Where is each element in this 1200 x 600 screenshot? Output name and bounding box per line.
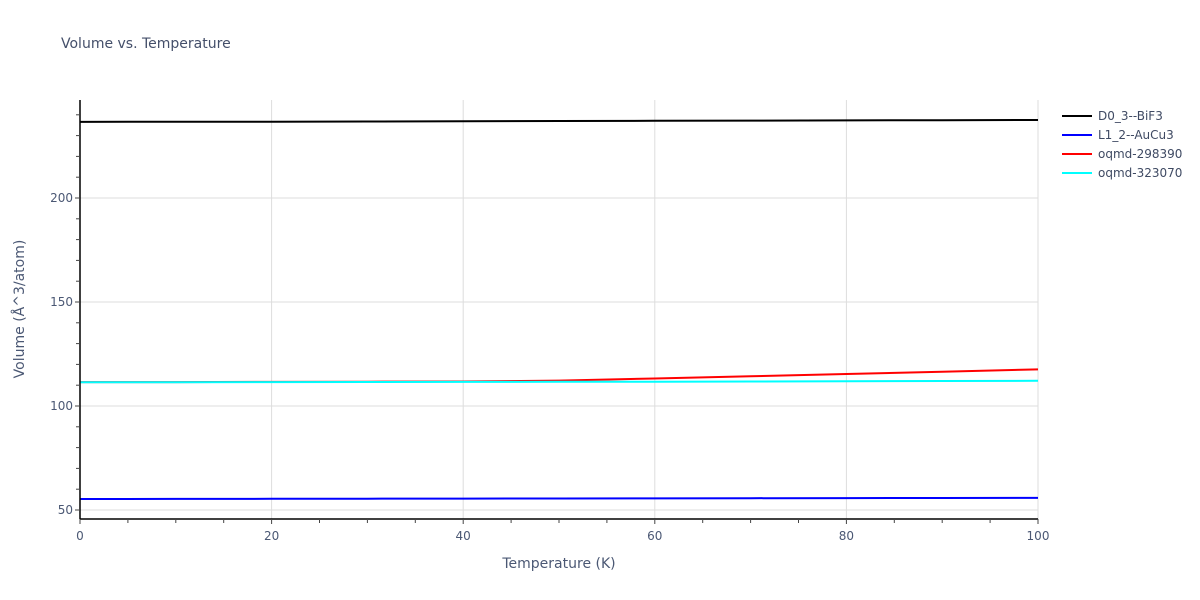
y-axis-title: Volume (Å^3/atom) bbox=[11, 240, 28, 379]
svg-text:80: 80 bbox=[839, 529, 854, 543]
svg-text:60: 60 bbox=[647, 529, 662, 543]
svg-text:100: 100 bbox=[50, 399, 73, 413]
svg-text:150: 150 bbox=[50, 295, 73, 309]
legend-line-icon bbox=[1062, 152, 1092, 155]
legend[interactable]: D0_3--BiF3 L1_2--AuCu3 oqmd-298390 oqmd-323… bbox=[1062, 106, 1182, 182]
legend-item[interactable]: L1_2--AuCu3 bbox=[1062, 125, 1182, 144]
legend-line-icon bbox=[1062, 171, 1092, 174]
chart-title: Volume vs. Temperature bbox=[61, 36, 231, 52]
legend-label: D0_3--BiF3 bbox=[1098, 108, 1163, 123]
legend-label: oqmd-323070 bbox=[1098, 165, 1183, 180]
legend-line-icon bbox=[1062, 133, 1092, 136]
svg-text:100: 100 bbox=[1027, 529, 1050, 543]
gridlines bbox=[80, 100, 1039, 519]
series-line-0 bbox=[79, 119, 1039, 123]
legend-line-icon bbox=[1062, 114, 1092, 117]
legend-item[interactable]: oqmd-298390 bbox=[1062, 144, 1182, 163]
svg-text:200: 200 bbox=[50, 191, 73, 205]
axes: 50 100 150 200 0 20 40 60 80 100 bbox=[50, 100, 1049, 543]
x-axis-title: Temperature (K) bbox=[501, 556, 615, 572]
svg-text:20: 20 bbox=[264, 529, 279, 543]
legend-item[interactable]: D0_3--BiF3 bbox=[1062, 106, 1182, 125]
legend-label: L1_2--AuCu3 bbox=[1098, 127, 1174, 142]
legend-label: oqmd-298390 bbox=[1098, 146, 1183, 161]
legend-item[interactable]: oqmd-323070 bbox=[1062, 163, 1182, 182]
series-line-1 bbox=[79, 496, 1039, 500]
svg-text:40: 40 bbox=[456, 529, 471, 543]
series-line-3 bbox=[79, 379, 1039, 384]
svg-text:50: 50 bbox=[58, 503, 73, 517]
svg-text:0: 0 bbox=[76, 529, 84, 543]
series-lines bbox=[79, 119, 1039, 500]
